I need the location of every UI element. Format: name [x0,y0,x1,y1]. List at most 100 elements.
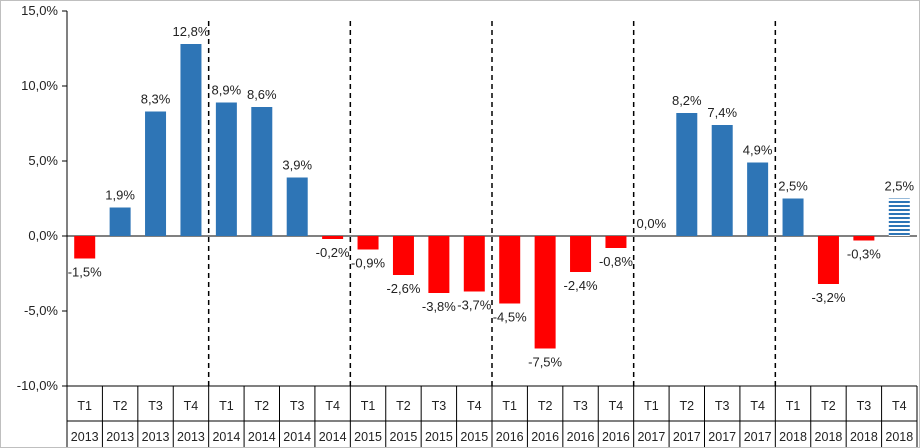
data-label: 8,3% [141,92,171,107]
bar [145,111,167,236]
data-label: 3,9% [282,158,312,173]
data-label: 4,9% [743,143,773,158]
x-category-quarter-label: T1 [361,399,376,413]
x-category-quarter-label: T4 [892,399,907,413]
x-category-year-label: 2017 [637,430,665,444]
bar [357,236,379,250]
bar [286,177,308,236]
x-category-year-label: 2013 [71,430,99,444]
x-category-quarter-label: T3 [715,399,730,413]
x-category-quarter-label: T3 [857,399,872,413]
bar [251,107,273,236]
x-category-year-label: 2014 [212,430,240,444]
x-category-quarter-label: T1 [786,399,801,413]
data-label: 8,9% [212,83,242,98]
x-category-quarter-label: T3 [432,399,447,413]
x-category-year-label: 2017 [673,430,701,444]
x-category-year-label: 2017 [708,430,736,444]
bar [676,113,698,236]
data-label: -0,3% [847,247,881,262]
data-label: -0,2% [316,245,350,260]
x-category-quarter-label: T4 [325,399,340,413]
x-category-year-label: 2014 [319,430,347,444]
bar [109,207,131,236]
y-tick-label: 0,0% [28,228,58,243]
bar [74,236,96,259]
x-category-year-label: 2015 [354,430,382,444]
data-label: -3,8% [422,299,456,314]
data-label: -0,9% [351,256,385,271]
x-category-year-label: 2016 [602,430,630,444]
axes-group: 15,0% 10,0% 5,0% 0,0% -5,0% -10,0% T1 2013 T2 201… [17,3,918,447]
data-label: 1,9% [105,188,135,203]
bar [747,162,769,236]
x-category-year-label: 2013 [177,430,205,444]
data-label: 2,5% [884,179,914,194]
data-labels-group: -1,5% 1,9% 8,3% 12,8% 8,9% 8,6% 3,9% -0,2%-0,9%… [68,24,915,370]
x-category-year-label: 2014 [248,430,276,444]
data-label: 8,6% [247,87,277,102]
x-category-quarter-label: T2 [254,399,269,413]
x-category-quarter-label: T2 [396,399,411,413]
data-label: -2,6% [386,281,420,296]
x-category-year-label: 2015 [390,430,418,444]
x-category-quarter-label: T4 [467,399,482,413]
x-category-year-label: 2013 [106,430,134,444]
x-category-year-label: 2018 [815,430,843,444]
x-category-year-label: 2018 [850,430,878,444]
bar [605,236,627,248]
x-category-year-label: 2016 [567,430,595,444]
y-tick-label: 15,0% [21,3,58,18]
data-label: 2,5% [778,179,808,194]
data-label: -0,8% [599,254,633,269]
x-category-year-label: 2016 [531,430,559,444]
x-category-quarter-label: T1 [502,399,517,413]
data-label: -2,4% [564,278,598,293]
x-category-quarter-label: T2 [113,399,128,413]
bar-estimate-hatched [888,198,910,236]
x-category-year-label: 2018 [779,430,807,444]
x-category-quarter-label: T3 [148,399,163,413]
x-category-quarter-label: T3 [290,399,305,413]
y-tick-label: 5,0% [28,153,58,168]
x-category-year-label: 2017 [744,430,772,444]
data-label: -4,5% [493,310,527,325]
data-label: 0,0% [637,216,667,231]
bar [534,236,556,349]
x-category-quarter-label: T2 [538,399,553,413]
bars-group [74,44,910,349]
x-category-quarter-label: T1 [77,399,92,413]
x-category-year-label: 2015 [425,430,453,444]
bar [853,236,875,241]
data-label: 12,8% [173,24,210,39]
bar [322,236,344,239]
data-label: -7,5% [528,355,562,370]
bar [392,236,414,275]
bar [180,44,202,236]
bar [782,198,804,236]
data-label: -3,7% [457,298,491,313]
bar [711,125,733,236]
data-label: -3,2% [811,290,845,305]
x-category-quarter-label: T3 [573,399,588,413]
bar [499,236,521,304]
x-category-quarter-label: T4 [184,399,199,413]
x-category-year-label: 2015 [460,430,488,444]
data-label: -1,5% [68,265,102,280]
data-label: 7,4% [707,105,737,120]
x-category-quarter-label: T1 [219,399,234,413]
x-category-year-label: 2016 [496,430,524,444]
bar [463,236,485,292]
y-tick-label: -5,0% [24,303,58,318]
x-category-quarter-label: T2 [679,399,694,413]
y-tick-label: -10,0% [17,378,59,393]
x-category-quarter-label: T4 [609,399,624,413]
bar [570,236,592,272]
x-category-year-label: 2013 [142,430,170,444]
bar [215,102,237,236]
x-category-quarter-label: T1 [644,399,659,413]
x-category-year-label: 2014 [283,430,311,444]
bar [817,236,839,284]
